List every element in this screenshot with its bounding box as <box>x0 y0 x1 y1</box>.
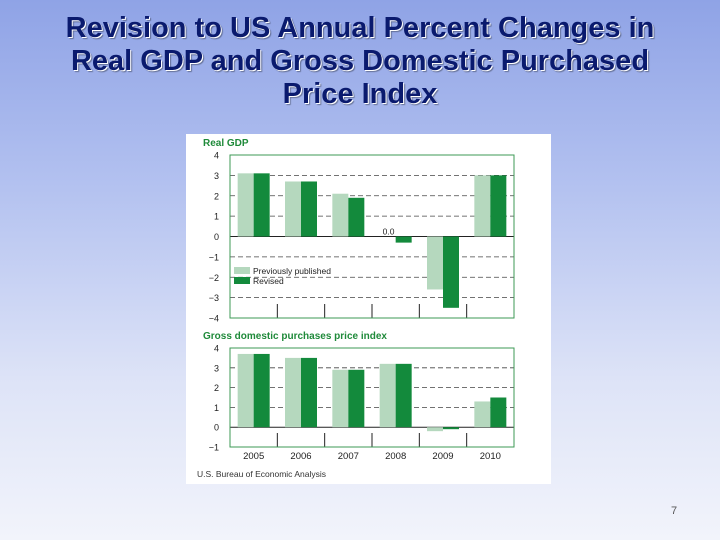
bar-revised-gdp-price-index-2009 <box>443 427 459 430</box>
y-tick-label-gdp-price-index: −1 <box>209 443 219 453</box>
bar-previously-published-gdp-price-index-2008 <box>379 363 396 428</box>
bar-previously-published-real-gdp-2009 <box>427 236 443 290</box>
slide-title: Revision to US Annual Percent Changes in… <box>10 12 710 111</box>
bar-revised-gdp-price-index-2005 <box>253 353 270 428</box>
bar-revised-gdp-price-index-2010 <box>490 397 507 428</box>
bar-revised-gdp-price-index-2006 <box>301 357 317 428</box>
bar-revised-real-gdp-2008 <box>395 236 412 243</box>
bar-previously-published-gdp-price-index-2005 <box>237 353 254 428</box>
bar-revised-real-gdp-2007 <box>348 197 365 237</box>
y-tick-label-gdp-price-index: 0 <box>214 423 219 433</box>
bar-revised-real-gdp-2006 <box>301 181 317 237</box>
plot-frame-real-gdp <box>229 154 515 319</box>
legend-label-previously-published: Previously published <box>253 266 331 276</box>
bar-revised-real-gdp-2009 <box>443 236 459 308</box>
x-tick-label-2009: 2009 <box>432 451 453 462</box>
y-tick-label-real-gdp: −4 <box>209 314 219 324</box>
slide-title-line-2: Real GDP and Gross Domestic Purchased <box>70 45 650 77</box>
y-tick-label-gdp-price-index: 2 <box>214 383 219 393</box>
bar-revised-real-gdp-2005 <box>253 173 270 237</box>
panel-title-real-gdp: Real GDP <box>203 138 249 149</box>
bar-revised-gdp-price-index-2008 <box>395 363 412 428</box>
legend-swatch-previously-published <box>234 267 250 274</box>
y-tick-label-real-gdp: 0 <box>214 232 219 242</box>
bar-revised-gdp-price-index-2007 <box>348 369 365 428</box>
x-tick-label-2005: 2005 <box>243 451 264 462</box>
y-tick-label-real-gdp: −2 <box>209 273 219 283</box>
y-tick-label-real-gdp: 4 <box>214 151 219 161</box>
y-tick-label-gdp-price-index: 4 <box>214 344 219 354</box>
plot-frame-gdp-price-index <box>229 347 515 448</box>
y-tick-label-real-gdp: −1 <box>209 252 219 262</box>
page-number: 7 <box>670 505 678 517</box>
y-tick-label-gdp-price-index: 1 <box>214 403 219 413</box>
x-tick-label-2008: 2008 <box>385 451 406 462</box>
slide-title-line-3: Price Index <box>282 78 438 110</box>
bar-previously-published-real-gdp-2007 <box>332 193 349 237</box>
bar-previously-published-real-gdp-2006 <box>285 181 301 237</box>
legend-label-revised: Revised <box>253 276 284 286</box>
bar-previously-published-real-gdp-2010 <box>474 175 491 237</box>
bar-previously-published-gdp-price-index-2010 <box>474 401 491 428</box>
y-tick-label-gdp-price-index: 3 <box>214 363 219 373</box>
slide-title-line-1: Revision to US Annual Percent Changes in <box>65 12 655 44</box>
x-tick-label-2010: 2010 <box>480 451 501 462</box>
bar-previously-published-real-gdp-2005 <box>237 173 254 237</box>
annotation-real-gdp: 0.0 <box>383 227 395 237</box>
bar-revised-real-gdp-2010 <box>490 175 507 237</box>
legend-swatch-revised <box>234 277 250 284</box>
bar-previously-published-gdp-price-index-2009 <box>427 427 443 432</box>
x-tick-label-2007: 2007 <box>338 451 359 462</box>
panel-title-gdp-price-index: Gross domestic purchases price index <box>203 331 387 342</box>
x-tick-label-2006: 2006 <box>290 451 311 462</box>
source-credit: U.S. Bureau of Economic Analysis <box>197 469 326 479</box>
bar-previously-published-gdp-price-index-2007 <box>332 369 349 428</box>
y-tick-label-real-gdp: 2 <box>214 191 219 201</box>
chart-canvas: Real GDP 4 3 2 1 0 −1 −2 −3 −4 0.0 Previously publi… <box>197 138 515 479</box>
y-tick-label-real-gdp: −3 <box>209 293 219 303</box>
bar-previously-published-gdp-price-index-2006 <box>285 357 301 428</box>
chart-figure: Real GDP 4 3 2 1 0 −1 −2 −3 −4 0.0 Previously publi… <box>186 134 551 484</box>
y-tick-label-real-gdp: 1 <box>214 212 219 222</box>
y-tick-label-real-gdp: 3 <box>214 171 219 181</box>
